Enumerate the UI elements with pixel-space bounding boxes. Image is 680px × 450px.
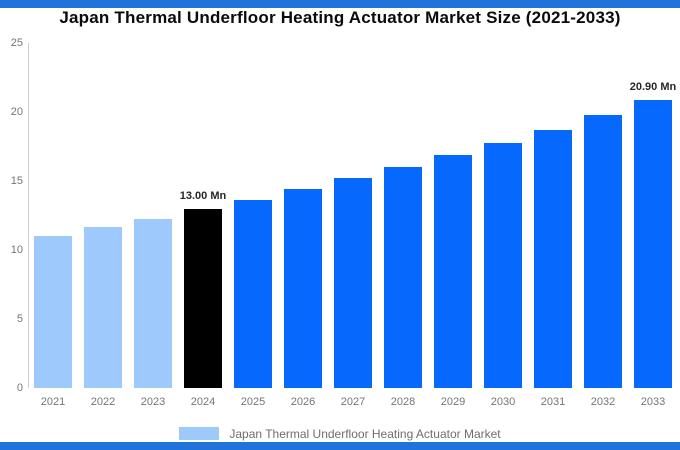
bar-2026[interactable] — [284, 189, 322, 388]
bar-2031[interactable] — [534, 129, 572, 388]
bar-2024[interactable] — [184, 208, 222, 388]
x-tick-label-2024: 2024 — [190, 396, 216, 408]
bar-2032[interactable] — [584, 115, 622, 388]
x-tick-label-2026: 2026 — [290, 396, 316, 408]
bar-2022[interactable] — [84, 227, 122, 388]
bar-2025[interactable] — [234, 199, 272, 388]
x-tick-label-2025: 2025 — [240, 396, 266, 408]
y-tick-label: 25 — [10, 37, 23, 49]
y-axis-line — [28, 43, 29, 388]
legend-swatch[interactable] — [179, 427, 220, 440]
y-tick-label: 5 — [16, 313, 23, 325]
top-accent-strip — [0, 0, 680, 8]
bar-2023[interactable] — [134, 218, 172, 388]
bar-2030[interactable] — [484, 143, 522, 388]
legend[interactable]: Japan Thermal Underfloor Heating Actuato… — [0, 426, 680, 441]
x-tick-label-2021: 2021 — [40, 396, 66, 408]
y-tick-label: 15 — [10, 175, 23, 187]
y-tick-label: 0 — [16, 382, 23, 394]
x-tick-label-2022: 2022 — [90, 396, 116, 408]
bar-value-label-2024: 13.00 Mn — [179, 189, 227, 202]
y-tick-label: 20 — [10, 106, 23, 118]
x-tick-label-2028: 2028 — [390, 396, 416, 408]
bar-2033[interactable] — [634, 99, 672, 388]
bar-2021[interactable] — [34, 235, 72, 388]
x-tick-label-2032: 2032 — [590, 396, 616, 408]
bottom-accent-strip — [0, 442, 680, 450]
x-tick-label-2023: 2023 — [140, 396, 166, 408]
bar-2028[interactable] — [384, 167, 422, 388]
x-tick-label-2031: 2031 — [540, 396, 566, 408]
bar-value-label-2033: 20.90 Mn — [629, 80, 677, 93]
chart-title: Japan Thermal Underfloor Heating Actuato… — [59, 8, 621, 27]
bar-2029[interactable] — [434, 155, 472, 388]
x-tick-label-2027: 2027 — [340, 396, 366, 408]
y-tick-label: 10 — [10, 244, 23, 256]
legend-label[interactable]: Japan Thermal Underfloor Heating Actuato… — [229, 426, 501, 441]
x-tick-label-2033: 2033 — [640, 396, 666, 408]
bar-2027[interactable] — [334, 178, 372, 388]
x-tick-label-2029: 2029 — [440, 396, 466, 408]
x-tick-label-2030: 2030 — [490, 396, 516, 408]
